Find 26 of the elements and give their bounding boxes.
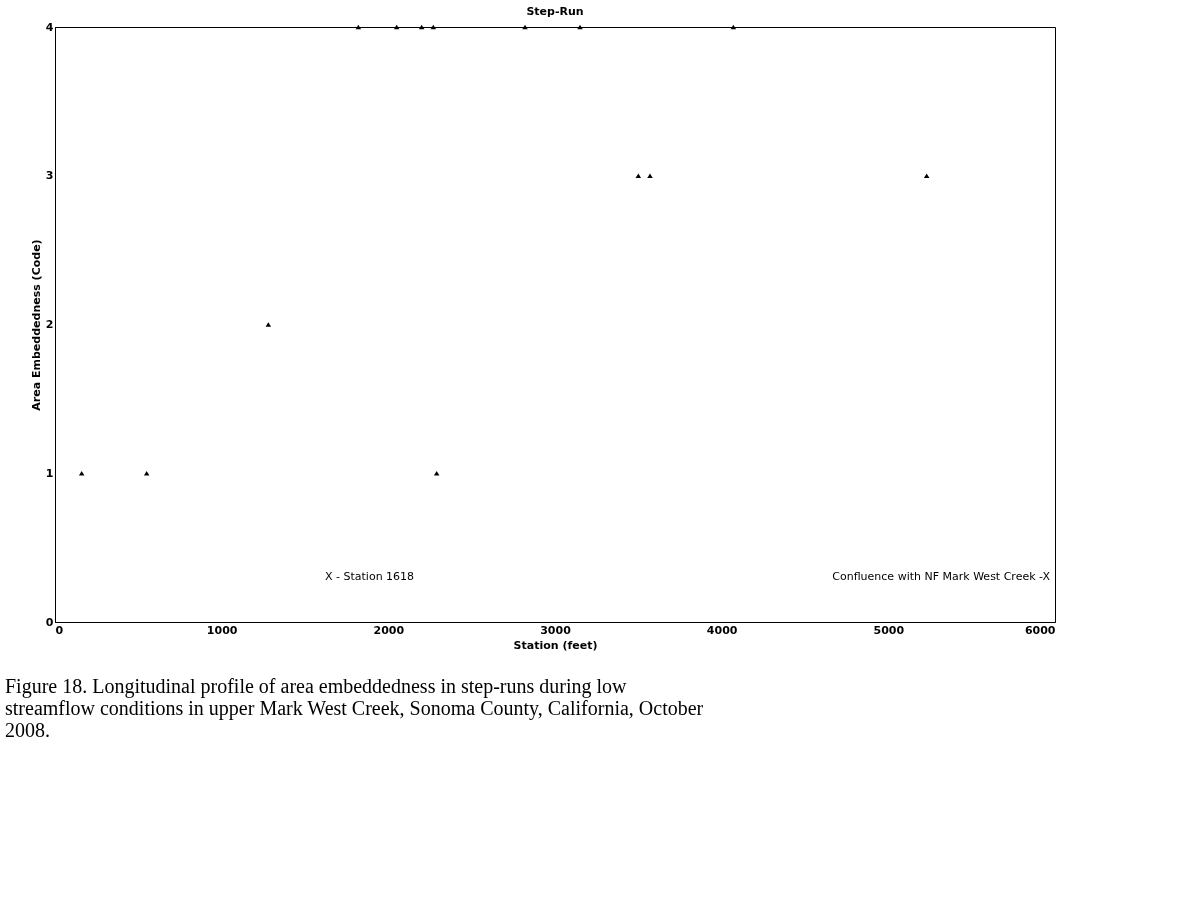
y-axis-title: Area Embeddedness (Code) xyxy=(29,239,43,411)
x-tick-label: 2000 xyxy=(373,623,405,637)
y-tick-label: 2 xyxy=(45,318,54,331)
x-axis-title: Station (feet) xyxy=(513,638,598,652)
annotation: X - Station 1618 xyxy=(325,570,415,583)
point xyxy=(143,470,150,476)
point xyxy=(265,322,272,327)
x-tick-label: 3000 xyxy=(540,623,572,637)
point xyxy=(635,173,642,179)
point xyxy=(647,173,653,179)
x-tick-label: 4000 xyxy=(706,623,738,637)
point xyxy=(433,470,440,476)
point xyxy=(577,24,583,30)
point xyxy=(923,173,930,179)
point xyxy=(78,470,85,476)
x-tick-label: 6000 xyxy=(1024,623,1056,637)
y-tick-label: 4 xyxy=(45,20,54,34)
x-tick-label: 0 xyxy=(55,623,64,637)
caption: Figure 18. Longitudinal profile of area embeddedness in step-runs during low streamflow conditions in upper Mark West Creek, Sonoma County, California, October 2008. xyxy=(5,675,704,741)
chart-title: Step-Run xyxy=(526,5,584,18)
x-tick-label: 1000 xyxy=(206,623,238,637)
annotation: Confluence with NF Mark West Creek -X xyxy=(832,570,1051,583)
y-tick-label: 3 xyxy=(45,169,54,183)
x-tick-label: 5000 xyxy=(873,623,905,637)
point xyxy=(522,24,528,30)
y-tick-label: 1 xyxy=(45,466,54,480)
